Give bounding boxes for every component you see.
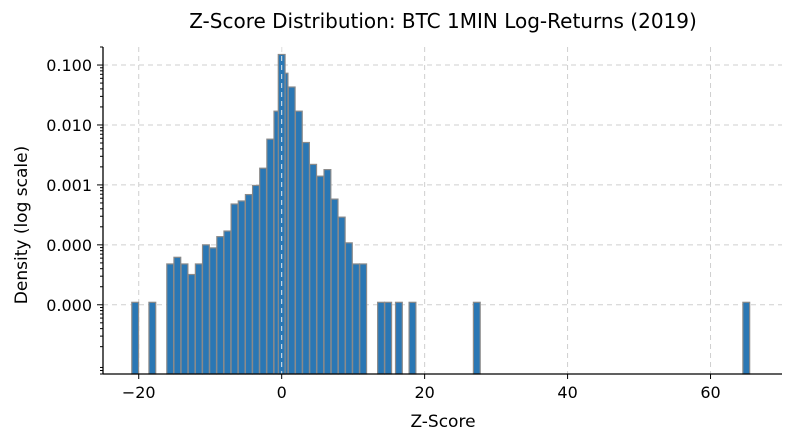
histogram-bar [187,273,196,375]
histogram-bar [301,141,310,375]
x-tick-label: −20 [122,383,156,402]
histogram-bar [223,230,232,375]
histogram-bar [294,110,303,375]
x-tick-label: 0 [277,383,287,402]
histogram-bar [166,263,175,375]
y-tick-label: 0.010 [46,116,92,135]
histogram-bar [472,301,481,375]
histogram-bars [131,47,751,375]
histogram-bar [408,301,417,375]
histogram-bar [230,203,239,375]
histogram-bar [384,301,393,375]
histogram-bar [201,244,210,375]
x-tick-label: 20 [414,383,434,402]
histogram-bar [209,247,218,375]
axes [102,47,782,375]
histogram-bar [359,263,368,375]
histogram-bar [394,301,403,375]
histogram-bar [259,167,268,375]
y-axis-label: Density (log scale) [12,146,32,304]
y-axis-ticks: 0.100 0.010 0.001 0.000 0.000 [46,46,103,375]
histogram-bar [216,236,225,375]
y-tick-label: 0.000 [46,236,92,255]
histogram-bar [148,301,157,375]
histogram-bar [131,301,140,375]
x-axis-ticks: −20 0 20 40 60 [122,374,721,402]
histogram-bar [173,256,182,375]
histogram-bar [316,175,325,375]
histogram-bar [377,301,386,375]
x-tick-label: 60 [700,383,720,402]
histogram-bar [251,184,260,375]
histogram-bar [344,242,353,375]
histogram-bar [266,138,275,375]
y-tick-label: 0.000 [46,296,92,315]
histogram-bar [352,263,361,375]
histogram-bar [244,193,253,375]
y-tick-label: 0.100 [46,56,92,75]
x-tick-label: 40 [557,383,577,402]
y-tick-label: 0.001 [46,176,92,195]
histogram-bar [287,86,296,375]
histogram-bar [337,216,346,375]
histogram-bar [194,263,203,375]
histogram-bar [323,169,332,375]
x-axis-label: Z-Score [410,412,475,432]
histogram-bar [330,198,339,375]
histogram-bar [180,263,189,375]
histogram-bar [309,163,318,375]
histogram-bar [237,200,246,375]
histogram-bar [742,301,751,375]
chart-title: Z-Score Distribution: BTC 1MIN Log-Retur… [189,9,697,33]
